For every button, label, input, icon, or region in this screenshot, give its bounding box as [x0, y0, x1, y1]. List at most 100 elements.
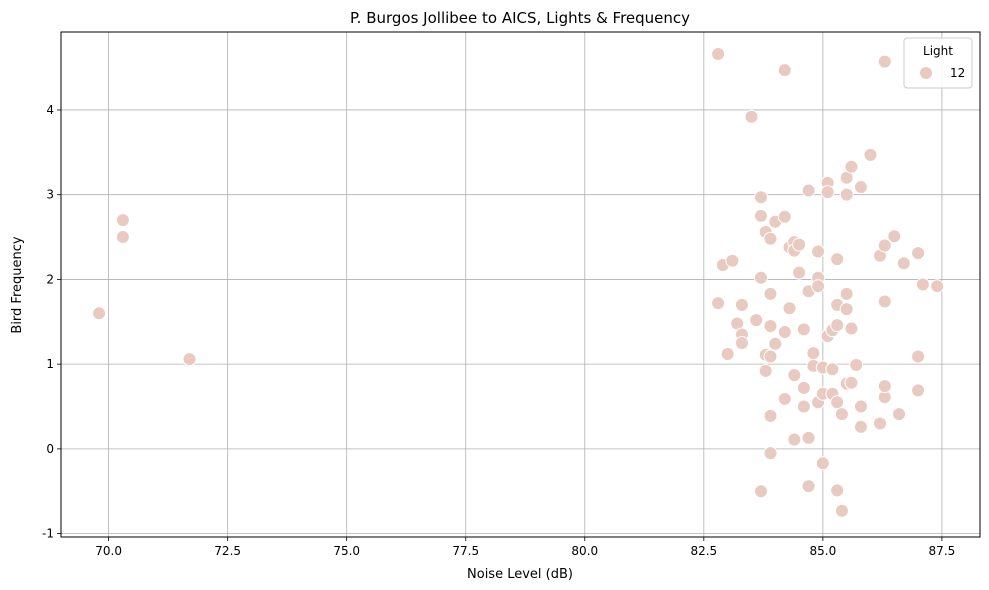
data-point: [853, 419, 868, 434]
data-point: [911, 246, 926, 261]
data-point: [887, 229, 902, 244]
y-tick-label: 2: [46, 272, 54, 286]
data-point: [777, 391, 792, 406]
legend-entry-label: 12: [950, 66, 965, 80]
data-point: [777, 63, 792, 78]
data-point: [811, 244, 826, 259]
data-point: [782, 301, 797, 316]
x-tick-label: 70.0: [95, 544, 122, 558]
legend-marker: [919, 66, 933, 80]
plot-area-frame: [60, 31, 981, 538]
data-point: [792, 237, 807, 252]
data-point: [811, 279, 826, 294]
data-point: [825, 362, 840, 377]
data-point: [796, 322, 811, 337]
x-tick-label: 85.0: [810, 544, 837, 558]
data-point: [863, 147, 878, 162]
data-point: [763, 319, 778, 334]
data-point: [830, 252, 845, 267]
grid-lines: [61, 32, 980, 537]
data-point: [896, 256, 911, 271]
data-point: [801, 430, 816, 445]
y-tick-label: 3: [46, 188, 54, 202]
data-point: [911, 383, 926, 398]
data-point: [115, 230, 130, 245]
y-tick-label: 0: [46, 442, 54, 456]
data-point: [877, 238, 892, 253]
data-point: [115, 213, 130, 228]
data-point: [787, 432, 802, 447]
x-tick-label: 72.5: [214, 544, 241, 558]
chart-title: P. Burgos Jollibee to AICS, Lights & Fre…: [350, 9, 690, 27]
data-point: [763, 231, 778, 246]
legend-title: Light: [923, 44, 953, 58]
data-point: [796, 380, 811, 395]
data-point: [801, 183, 816, 198]
data-point: [877, 54, 892, 69]
data-point: [830, 318, 845, 333]
data-point: [777, 209, 792, 224]
data-point: [844, 159, 859, 174]
x-tick-label: 75.0: [333, 544, 360, 558]
data-point: [749, 313, 764, 328]
data-point: [892, 407, 907, 422]
x-tick-label: 87.5: [929, 544, 956, 558]
data-point: [877, 294, 892, 309]
data-point: [92, 306, 107, 321]
data-point: [930, 279, 945, 294]
data-point: [768, 336, 783, 351]
y-tick-label: 1: [46, 357, 54, 371]
data-point: [796, 399, 811, 414]
data-point: [834, 407, 849, 422]
y-axis-label: Bird Frequency: [10, 236, 25, 333]
data-point: [720, 346, 735, 361]
data-point: [834, 503, 849, 518]
data-point: [734, 335, 749, 350]
data-point: [753, 190, 768, 205]
data-point: [820, 185, 835, 200]
x-tick-label: 77.5: [452, 544, 479, 558]
data-point: [753, 208, 768, 223]
x-axis-label: Noise Level (dB): [467, 567, 573, 582]
data-point: [853, 180, 868, 195]
data-point: [830, 483, 845, 498]
data-point: [763, 349, 778, 364]
data-point: [877, 379, 892, 394]
x-axis-ticks: 70.0 72.5 75.0 77.5 80.0 82.5 85.0 87.5: [95, 537, 955, 558]
data-point: [763, 408, 778, 423]
data-point: [711, 47, 726, 62]
data-point: [182, 352, 197, 367]
data-point: [744, 109, 759, 124]
data-point: [915, 277, 930, 292]
data-point: [839, 302, 854, 317]
data-point: [725, 253, 740, 268]
data-point: [806, 346, 821, 361]
data-point: [711, 296, 726, 311]
y-axis-ticks: -1 0 1 2 3 4: [42, 103, 61, 541]
data-point: [758, 363, 773, 378]
data-point: [844, 321, 859, 336]
data-point: [839, 286, 854, 301]
data-point: [777, 324, 792, 339]
data-point: [839, 187, 854, 202]
data-point: [853, 399, 868, 414]
data-points: [92, 47, 945, 518]
x-tick-label: 82.5: [690, 544, 717, 558]
x-tick-label: 80.0: [571, 544, 598, 558]
data-point: [763, 446, 778, 461]
data-point: [911, 349, 926, 364]
data-point: [844, 375, 859, 390]
data-point: [792, 265, 807, 280]
data-point: [815, 456, 830, 471]
legend: Light 12: [903, 37, 973, 89]
data-point: [763, 286, 778, 301]
data-point: [753, 270, 768, 285]
y-tick-label: 4: [46, 103, 54, 117]
data-point: [734, 297, 749, 312]
data-point: [873, 416, 888, 431]
data-point: [787, 368, 802, 383]
data-point: [801, 479, 816, 494]
data-point: [849, 357, 864, 372]
data-point: [753, 484, 768, 499]
